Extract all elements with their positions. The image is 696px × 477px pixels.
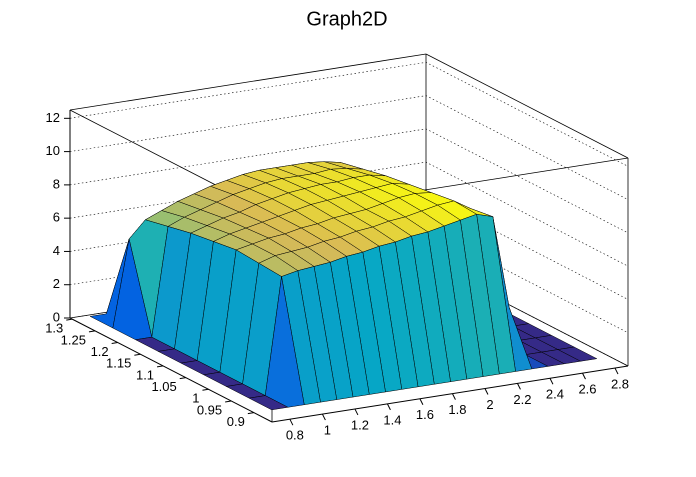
x-tick [517,383,521,390]
x-axis [271,365,629,423]
x-tick [419,398,424,405]
y-tick [202,388,209,391]
z-tick-label: 12 [46,110,60,125]
x-tick-label: 2.4 [546,387,564,402]
x-tick-label: 2.8 [611,376,629,391]
x-tick-label: 1 [324,423,331,438]
x-tick-label: 2.2 [513,392,531,407]
chart-title: Graph2D [306,8,387,30]
x-tick [386,403,391,411]
z-tick-label: 8 [53,176,60,191]
y-tick [225,400,232,403]
y-tick-label: 1 [192,391,199,406]
y-tick-label: 1.3 [45,321,63,336]
box-edge [425,53,629,159]
x-tick-label: 1.6 [416,407,434,422]
y-tick [111,342,118,345]
y-tick [247,412,254,415]
x-tick-label: 1.4 [383,412,401,427]
y-tick-label: 1.05 [151,379,176,394]
y-tick-label: 0.9 [227,414,245,429]
grid-line [69,95,629,200]
z-tick-label: 4 [53,243,60,258]
x-tick [321,413,326,421]
y-tick [134,353,141,356]
y-tick [179,377,186,380]
y-axis [69,317,273,423]
grid-line [69,128,629,234]
grid-line [69,62,629,167]
x-tick [614,367,619,375]
axes: 0.8 1 1.2 1.4 1.6 1.8 2 2.2 2.4 2.6 2.80.90.9511.0… [45,110,629,443]
y-tick [66,318,73,321]
x-tick [354,408,359,416]
z-tick-label: 0 [53,309,60,324]
y-tick-label: 1.25 [61,332,86,347]
box-edge [69,53,427,111]
y-tick-label: 1.2 [91,344,109,359]
z-tick-label: 10 [46,143,60,158]
x-tick [451,393,456,400]
z-tick-label: 2 [53,276,60,291]
x-tick [289,418,294,426]
x-tick-label: 1.2 [351,417,369,432]
surface [89,161,598,411]
y-tick-label: 1.15 [106,356,131,371]
x-tick [549,378,554,385]
z-tick-label: 6 [53,210,60,225]
x-tick [484,388,489,395]
y-tick-label: 1.1 [136,367,154,382]
y-tick-label: 0.95 [197,402,222,417]
x-tick-label: 2.6 [578,382,596,397]
x-tick-label: 0.8 [286,428,304,443]
x-tick-label: 1.8 [448,402,466,417]
x-tick-label: 2 [486,397,493,412]
surface-cell [248,395,289,411]
y-tick [156,365,164,368]
y-tick [88,330,96,333]
x-tick [582,372,586,380]
